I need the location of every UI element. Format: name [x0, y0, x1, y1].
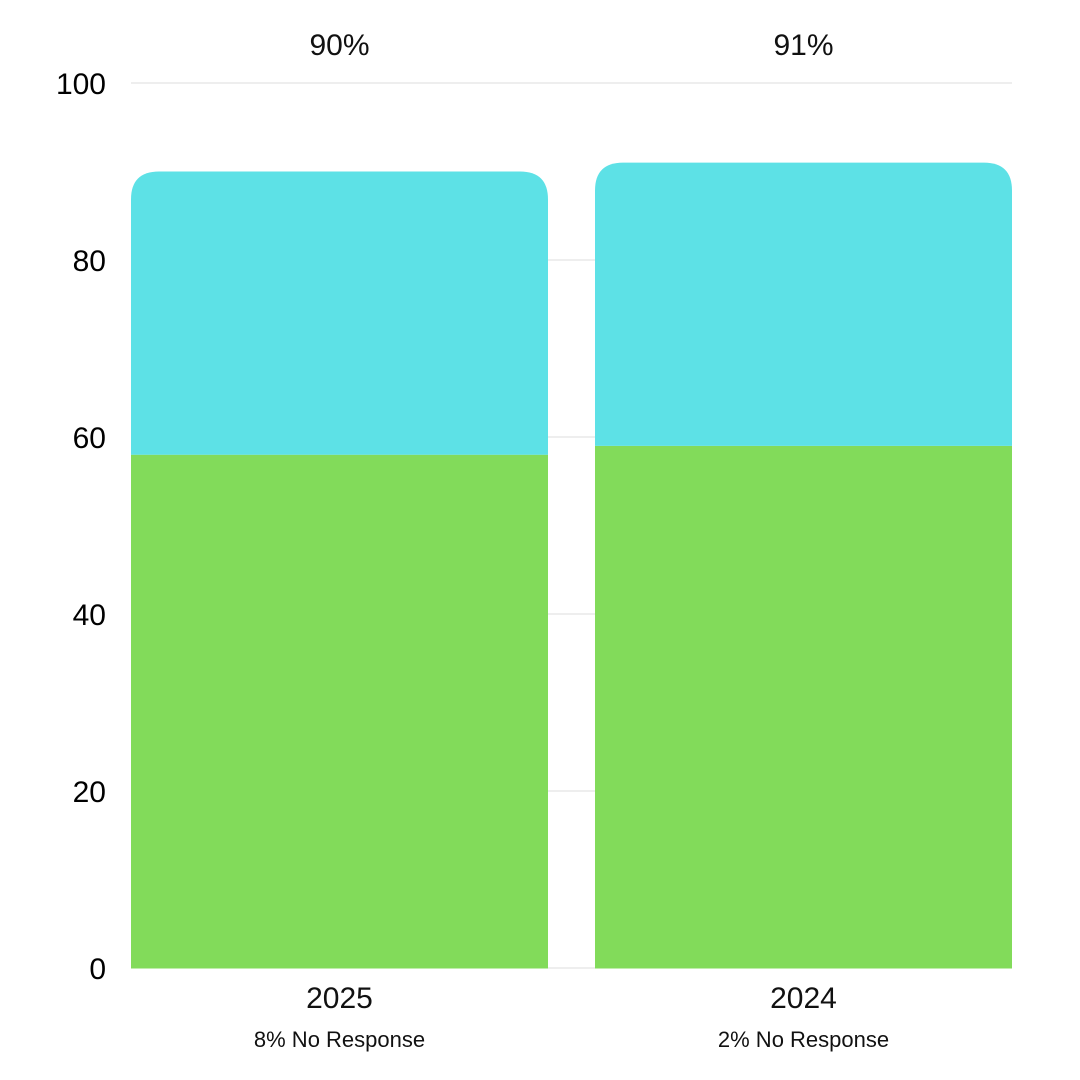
bar-segment-lower — [595, 445, 1012, 969]
y-tick-label: 80 — [73, 245, 106, 278]
category-label: 2024 — [770, 982, 837, 1015]
no-response-note: 8% No Response — [254, 1027, 425, 1052]
no-response-note: 2% No Response — [718, 1027, 889, 1052]
bar-segment-lower — [131, 454, 548, 969]
bar-segment-upper — [595, 162, 1012, 446]
bar-total-label: 90% — [309, 29, 369, 62]
y-tick-label: 60 — [73, 422, 106, 455]
category-labels: 90% 2025 8% No Response 91% 2024 2% No Respon… — [254, 29, 889, 1052]
y-tick-label: 20 — [73, 776, 106, 809]
bar-total-label: 91% — [773, 29, 833, 62]
y-tick-label: 40 — [73, 599, 106, 632]
y-tick-label: 100 — [56, 68, 106, 101]
category-label: 2025 — [306, 982, 373, 1015]
bar-segment-upper — [131, 171, 548, 455]
y-tick-label: 0 — [89, 953, 106, 986]
y-axis-tick-labels: 0 20 40 60 80 100 — [56, 68, 106, 986]
bars — [131, 162, 1012, 969]
